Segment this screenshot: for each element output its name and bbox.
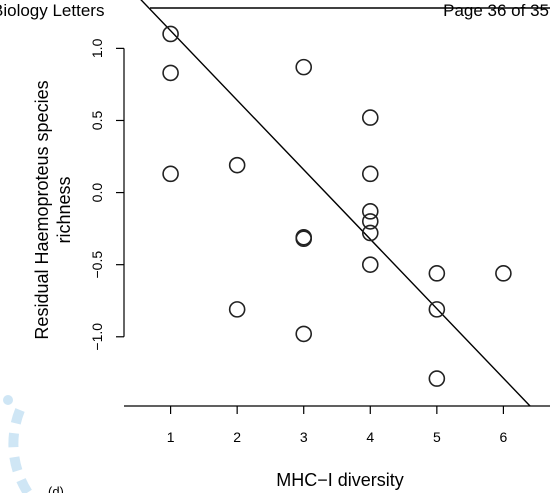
data-point	[162, 25, 179, 43]
data-point	[162, 64, 179, 82]
x-tick-label: 4	[366, 429, 374, 445]
y-ticks: −1.0 −0.5 0.0 0.5 1.0	[89, 38, 124, 351]
x-tick-label: 2	[233, 429, 241, 445]
y-tick-label: −1.0	[89, 323, 105, 351]
x-tick-label: 1	[167, 429, 175, 445]
data-point	[428, 265, 446, 282]
page-number: Page 36 of 35	[443, 1, 549, 20]
axes: 1 2 3 4 5 6 −1.0 −0.5 0.0 0.5 1.0	[89, 38, 550, 445]
y-axis-title-line-1: Residual Haemoproteus species	[32, 80, 52, 339]
data-point	[361, 213, 379, 230]
data-point	[361, 203, 379, 220]
x-axis-title: MHC−I diversity	[276, 470, 404, 490]
data-point	[228, 301, 246, 318]
data-point	[361, 109, 379, 126]
x-tick-label: 3	[300, 429, 308, 445]
data-point	[228, 156, 246, 174]
watermark-dot	[3, 395, 13, 405]
x-tick-label: 5	[433, 429, 441, 445]
data-point	[295, 228, 313, 246]
y-axis-title-line-2: richness	[54, 176, 74, 243]
y-tick-label: 1.0	[89, 38, 105, 58]
y-tick-label: −0.5	[89, 251, 105, 279]
data-point	[361, 256, 379, 273]
data-points	[162, 25, 512, 387]
data-point	[361, 224, 379, 242]
data-point	[295, 325, 313, 343]
data-point	[162, 165, 179, 183]
regression-line	[140, 0, 531, 407]
x-tick-label: 6	[500, 429, 508, 445]
data-point	[428, 370, 446, 387]
data-point	[495, 265, 512, 282]
data-point	[295, 230, 313, 248]
x-ticks: 1 2 3 4 5 6	[167, 406, 508, 445]
panel-label: (d)	[48, 484, 64, 493]
data-point	[361, 165, 379, 183]
watermark-arc	[8, 408, 33, 493]
journal-name: Biology Letters	[0, 1, 104, 20]
y-tick-label: 0.0	[89, 183, 105, 203]
data-point	[295, 58, 313, 76]
y-tick-label: 0.5	[89, 111, 105, 131]
data-point	[428, 301, 446, 318]
